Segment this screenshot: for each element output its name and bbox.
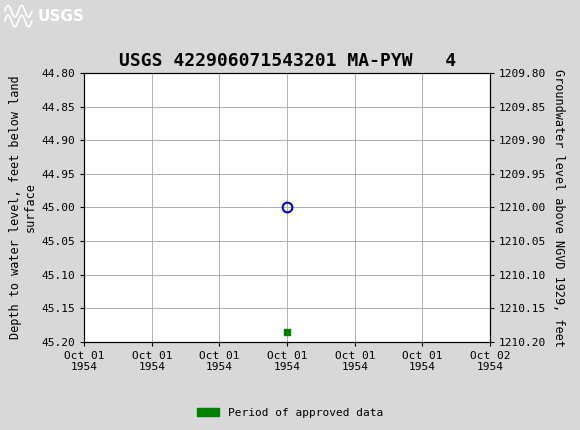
Title: USGS 422906071543201 MA-PYW   4: USGS 422906071543201 MA-PYW 4 bbox=[118, 52, 456, 70]
Y-axis label: Depth to water level, feet below land
surface: Depth to water level, feet below land su… bbox=[9, 76, 37, 339]
Legend: Period of approved data: Period of approved data bbox=[193, 403, 387, 422]
Text: USGS: USGS bbox=[38, 9, 85, 24]
Y-axis label: Groundwater level above NGVD 1929, feet: Groundwater level above NGVD 1929, feet bbox=[552, 68, 565, 347]
